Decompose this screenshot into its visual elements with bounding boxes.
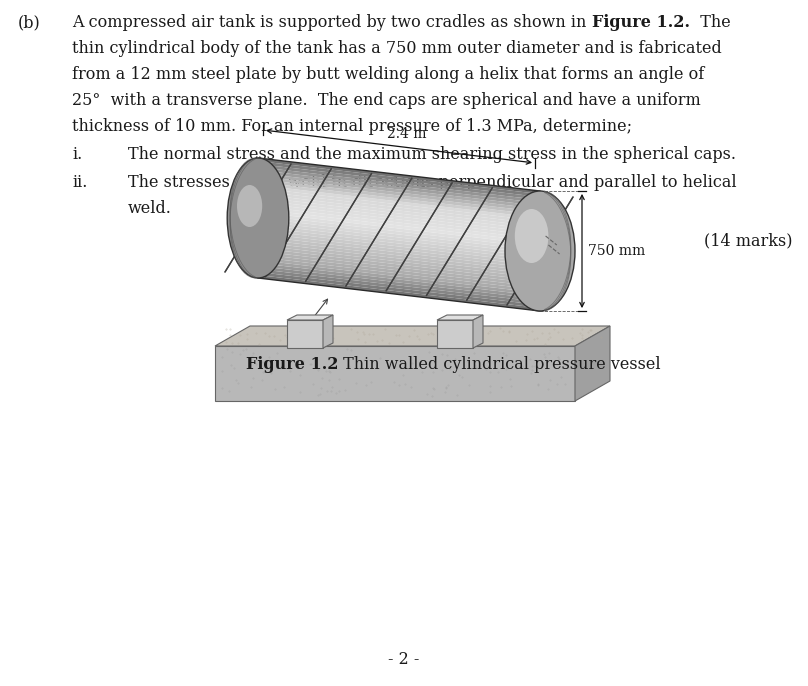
Polygon shape bbox=[258, 251, 540, 287]
Text: i.: i. bbox=[72, 146, 82, 163]
Polygon shape bbox=[258, 245, 540, 281]
Polygon shape bbox=[258, 230, 540, 266]
Polygon shape bbox=[258, 236, 540, 272]
Polygon shape bbox=[215, 346, 575, 401]
Text: Thin walled cylindrical pressure vessel: Thin walled cylindrical pressure vessel bbox=[339, 356, 661, 373]
Polygon shape bbox=[258, 170, 540, 206]
Text: thickness of 10 mm. For an internal pressure of 1.3 MPa, determine;: thickness of 10 mm. For an internal pres… bbox=[72, 118, 632, 135]
Text: Figure 1.2: Figure 1.2 bbox=[246, 356, 339, 373]
Text: 25°: 25° bbox=[286, 338, 310, 352]
Text: (14 marks): (14 marks) bbox=[704, 232, 792, 249]
Polygon shape bbox=[258, 173, 540, 209]
Polygon shape bbox=[258, 218, 540, 254]
Polygon shape bbox=[258, 194, 540, 230]
Polygon shape bbox=[287, 320, 323, 348]
Polygon shape bbox=[437, 315, 483, 320]
Polygon shape bbox=[258, 158, 540, 194]
Polygon shape bbox=[258, 224, 540, 260]
Polygon shape bbox=[258, 188, 540, 224]
Text: from a 12 mm steel plate by butt welding along a helix that forms an angle of: from a 12 mm steel plate by butt welding… bbox=[72, 66, 705, 83]
Polygon shape bbox=[258, 197, 540, 233]
Polygon shape bbox=[258, 167, 540, 203]
Text: 25°  with a transverse plane.  The end caps are spherical and have a uniform: 25° with a transverse plane. The end cap… bbox=[72, 92, 701, 109]
Polygon shape bbox=[575, 326, 610, 401]
Ellipse shape bbox=[227, 158, 288, 278]
Text: weld.: weld. bbox=[128, 200, 172, 217]
Polygon shape bbox=[258, 215, 540, 251]
Polygon shape bbox=[258, 233, 540, 269]
Polygon shape bbox=[258, 254, 540, 290]
Text: 2.4 m: 2.4 m bbox=[387, 126, 427, 141]
Polygon shape bbox=[258, 248, 540, 284]
Text: ii.: ii. bbox=[72, 174, 87, 191]
Ellipse shape bbox=[505, 191, 575, 311]
Polygon shape bbox=[437, 320, 473, 348]
Polygon shape bbox=[258, 200, 540, 236]
Polygon shape bbox=[258, 263, 540, 299]
Ellipse shape bbox=[237, 185, 263, 227]
Text: Figure 1.2.: Figure 1.2. bbox=[591, 14, 689, 31]
Polygon shape bbox=[258, 164, 540, 200]
Polygon shape bbox=[323, 315, 333, 348]
Polygon shape bbox=[258, 161, 540, 197]
Polygon shape bbox=[258, 209, 540, 245]
Text: A compressed air tank is supported by two cradles as shown in: A compressed air tank is supported by tw… bbox=[72, 14, 591, 31]
Polygon shape bbox=[258, 269, 540, 305]
Polygon shape bbox=[258, 275, 540, 311]
Polygon shape bbox=[258, 260, 540, 296]
Text: The normal stress and the maximum shearing stress in the spherical caps.: The normal stress and the maximum sheari… bbox=[128, 146, 736, 163]
Polygon shape bbox=[258, 182, 540, 218]
Polygon shape bbox=[258, 203, 540, 239]
Polygon shape bbox=[258, 206, 540, 242]
Polygon shape bbox=[258, 227, 540, 263]
Ellipse shape bbox=[515, 209, 549, 263]
Polygon shape bbox=[258, 266, 540, 302]
Polygon shape bbox=[258, 272, 540, 308]
Text: The stresses at the weld in directions perpendicular and parallel to helical: The stresses at the weld in directions p… bbox=[128, 174, 737, 191]
Polygon shape bbox=[258, 239, 540, 275]
Text: thin cylindrical body of the tank has a 750 mm outer diameter and is fabricated: thin cylindrical body of the tank has a … bbox=[72, 40, 722, 57]
Polygon shape bbox=[258, 212, 540, 248]
Polygon shape bbox=[258, 176, 540, 212]
Text: (b): (b) bbox=[18, 14, 40, 31]
Polygon shape bbox=[258, 191, 540, 227]
Text: 750 mm: 750 mm bbox=[588, 244, 646, 258]
Polygon shape bbox=[258, 242, 540, 278]
Text: The: The bbox=[689, 14, 730, 31]
Polygon shape bbox=[258, 179, 540, 215]
Polygon shape bbox=[258, 185, 540, 221]
Polygon shape bbox=[258, 221, 540, 257]
Polygon shape bbox=[473, 315, 483, 348]
Polygon shape bbox=[258, 257, 540, 293]
Polygon shape bbox=[287, 315, 333, 320]
Text: - 2 -: - 2 - bbox=[389, 651, 419, 668]
Polygon shape bbox=[215, 326, 610, 346]
